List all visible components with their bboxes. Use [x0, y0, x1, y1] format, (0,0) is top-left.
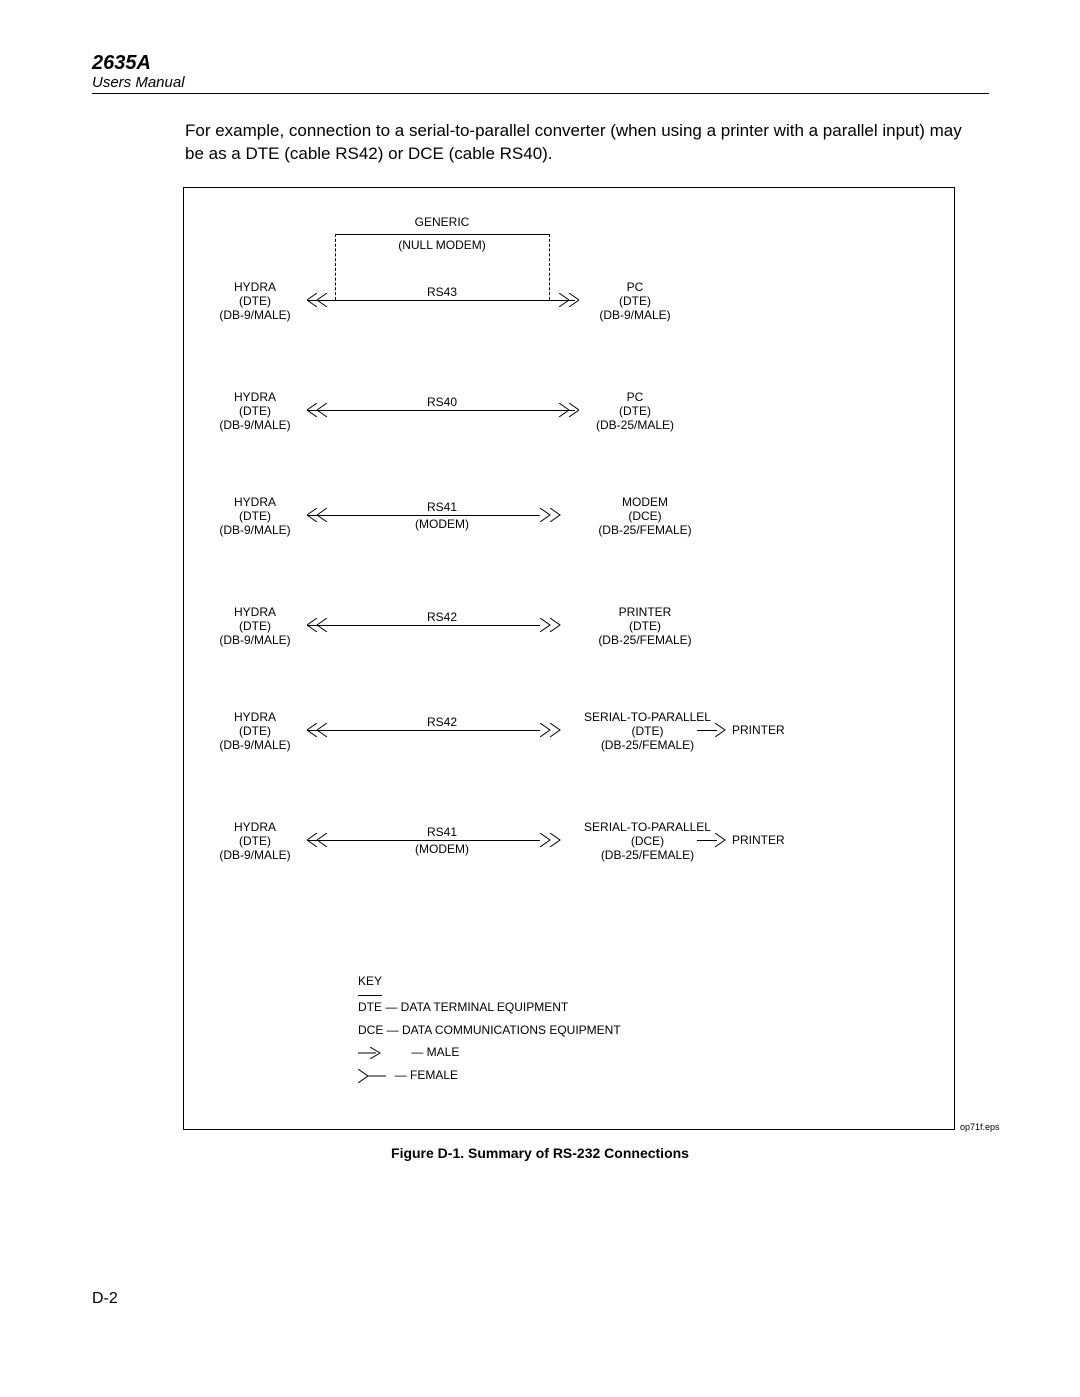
male-connector-icon — [307, 293, 321, 307]
right-device-label: MODEM(DCE)(DB-25/FEMALE) — [585, 495, 705, 537]
key-dte: DTE — DATA TERMINAL EQUIPMENT — [358, 1000, 568, 1014]
connection-row: HYDRA(DTE)(DB-9/MALE) RS41 (MODEM) SERIA… — [185, 810, 955, 870]
model-number: 2635A — [92, 52, 151, 75]
cable-label: RS42 — [335, 610, 549, 624]
male-connector-icon — [307, 508, 321, 522]
female-connector-icon — [540, 723, 554, 737]
male-connector-icon — [307, 833, 321, 847]
key-dce: DCE — DATA COMMUNICATIONS EQUIPMENT — [358, 1023, 621, 1037]
cable-label: RS41 — [335, 825, 549, 839]
null-modem-label: (NULL MODEM) — [335, 238, 549, 252]
connection-row: HYDRA(DTE)(DB-9/MALE) RS42 SERIAL-TO-PAR… — [185, 700, 955, 760]
cable-line — [307, 410, 575, 412]
figure-caption: Figure D-1. Summary of RS-232 Connection… — [0, 1145, 1080, 1161]
printer-label: PRINTER — [732, 723, 785, 737]
left-device-label: HYDRA(DTE)(DB-9/MALE) — [205, 710, 305, 752]
male-connector-icon — [307, 403, 321, 417]
female-connector-icon — [540, 508, 554, 522]
printer-line — [697, 840, 717, 842]
key-legend: KEY DTE — DATA TERMINAL EQUIPMENT DCE — … — [358, 970, 621, 1087]
left-device-label: HYDRA(DTE)(DB-9/MALE) — [205, 495, 305, 537]
page-number: D-2 — [92, 1290, 118, 1308]
right-device-label: SERIAL-TO-PARALLEL(DTE)(DB-25/FEMALE) — [580, 710, 715, 752]
cable-sub-label: (MODEM) — [335, 517, 549, 531]
eps-filename: op71f.eps — [960, 1122, 1000, 1132]
manual-subtitle: Users Manual — [92, 74, 185, 91]
cable-sub-label: (MODEM) — [335, 842, 549, 856]
cable-line — [307, 730, 540, 732]
connection-row: HYDRA(DTE)(DB-9/MALE) RS40 PC(DTE)(DB-25… — [185, 380, 955, 440]
male-connector-icon — [307, 723, 321, 737]
cable-label: RS40 — [335, 395, 549, 409]
connection-row: HYDRA(DTE)(DB-9/MALE) RS42 PRINTER(DTE)(… — [185, 595, 955, 655]
connection-row: HYDRA(DTE)(DB-9/MALE) RS41 (MODEM) MODEM… — [185, 485, 955, 545]
null-modem-bar — [335, 234, 549, 236]
right-device-label: PRINTER(DTE)(DB-25/FEMALE) — [585, 605, 705, 647]
left-device-label: HYDRA(DTE)(DB-9/MALE) — [205, 605, 305, 647]
cable-label: RS41 — [335, 500, 549, 514]
printer-label: PRINTER — [732, 833, 785, 847]
key-title: KEY — [358, 970, 382, 996]
generic-label: GENERIC — [335, 215, 549, 229]
male-connector-icon — [307, 618, 321, 632]
female-connector-icon — [715, 723, 729, 737]
right-device-label: PC(DTE)(DB-25/MALE) — [585, 390, 685, 432]
connection-row: HYDRA (DTE) (DB-9/MALE) GENERIC (NULL MO… — [185, 270, 955, 330]
manual-page: 2635A Users Manual For example, connecti… — [0, 0, 1080, 1397]
cable-label: RS43 — [335, 285, 549, 299]
right-device-label: PC (DTE) (DB-9/MALE) — [585, 280, 685, 322]
key-male-row: — MALE — [358, 1045, 459, 1059]
dashed-drop — [549, 234, 550, 300]
right-device-label: SERIAL-TO-PARALLEL(DCE)(DB-25/FEMALE) — [580, 820, 715, 862]
key-female-row: — FEMALE — [358, 1068, 458, 1082]
printer-line — [697, 730, 717, 732]
female-connector-icon — [540, 618, 554, 632]
female-connector-icon — [715, 833, 729, 847]
cable-line — [307, 300, 575, 302]
male-connector-icon — [555, 403, 569, 417]
male-connector-icon — [555, 293, 569, 307]
left-device-label: HYDRA (DTE) (DB-9/MALE) — [205, 280, 305, 322]
cable-line — [307, 625, 540, 627]
header-rule — [92, 93, 989, 94]
cable-label: RS42 — [335, 715, 549, 729]
body-paragraph: For example, connection to a serial-to-p… — [185, 120, 985, 166]
female-connector-icon — [540, 833, 554, 847]
left-device-label: HYDRA(DTE)(DB-9/MALE) — [205, 390, 305, 432]
left-device-label: HYDRA(DTE)(DB-9/MALE) — [205, 820, 305, 862]
